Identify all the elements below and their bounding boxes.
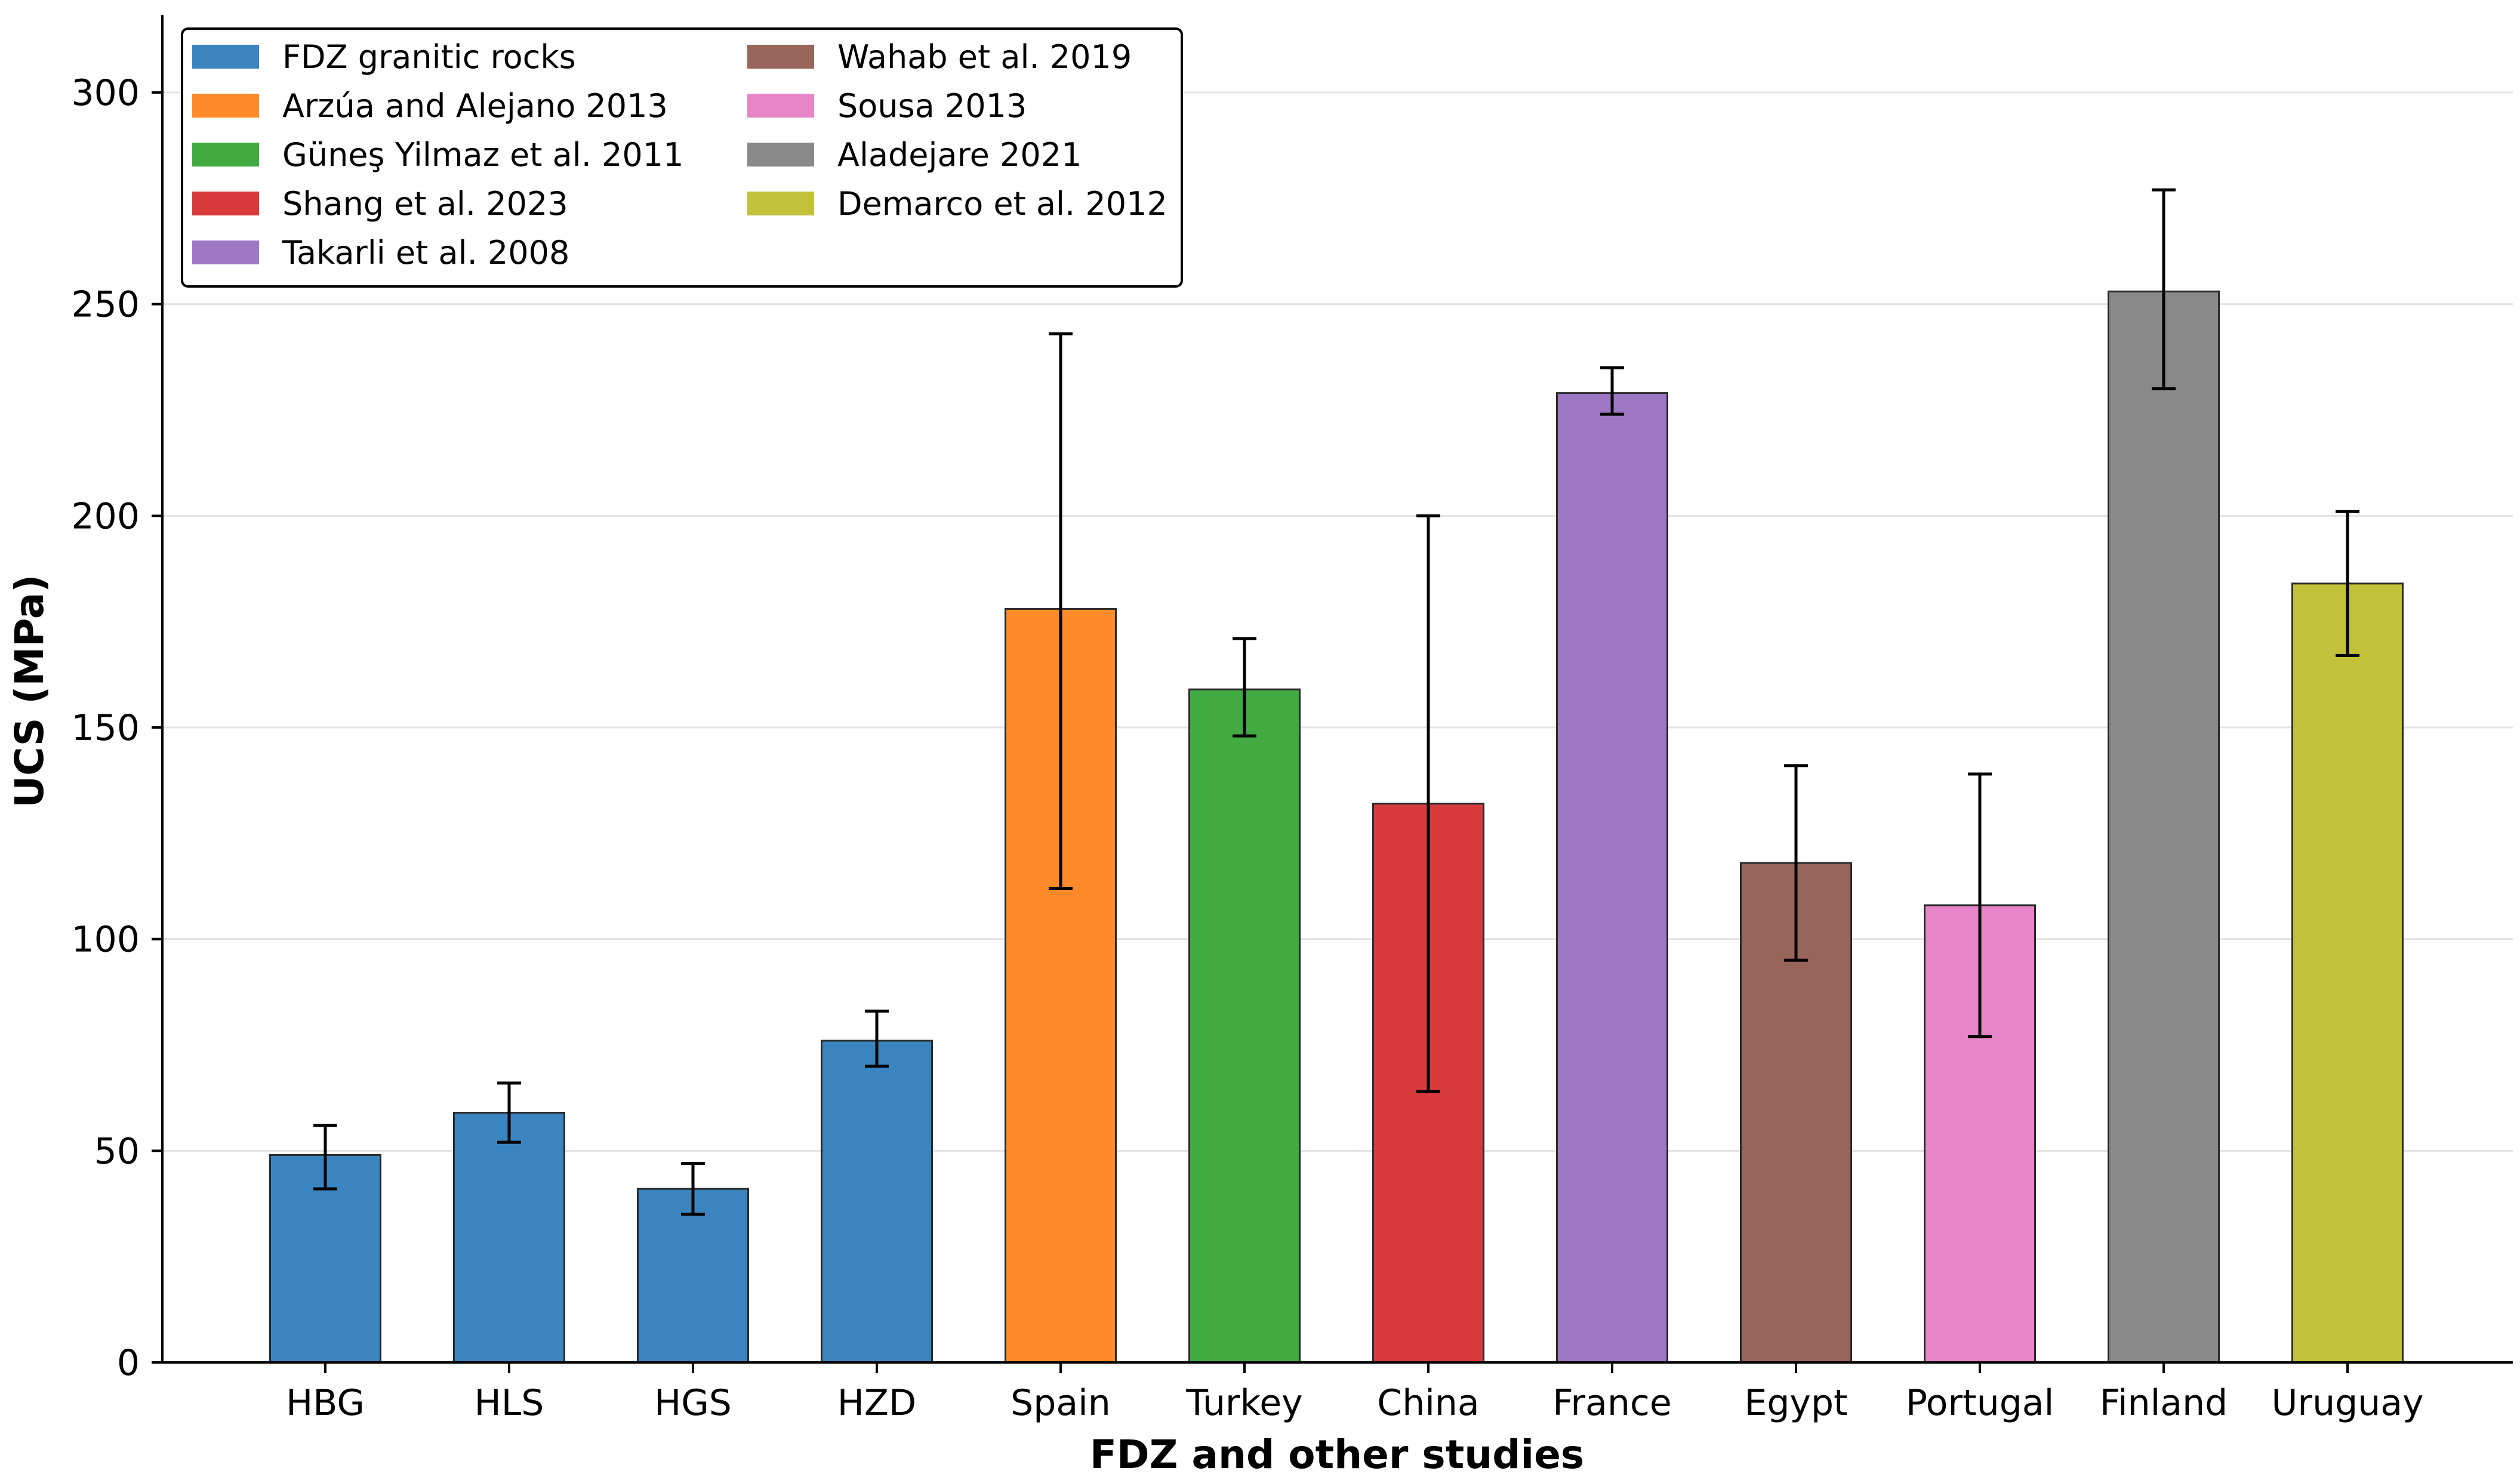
legend-swatch <box>192 45 259 69</box>
x-tick-label-hbg: HBG <box>286 1382 365 1424</box>
bar-uruguay <box>2291 582 2404 1364</box>
y-ticks: 0 50 100 150 200 250 300 <box>71 72 162 1384</box>
legend-label: Sousa 2013 <box>837 87 1027 125</box>
error-bars <box>313 188 2359 1216</box>
y-tick-label: 250 <box>71 284 140 326</box>
x-tick-label-france: France <box>1552 1382 1672 1424</box>
legend-frame <box>181 27 1183 288</box>
legend-swatch <box>747 143 814 166</box>
legend-label: Güneş Yilmaz et al. 2011 <box>282 136 684 174</box>
x-tick-label-uruguay: Uruguay <box>2272 1382 2424 1424</box>
bar-finland <box>2108 290 2220 1364</box>
legend-swatch <box>747 192 814 215</box>
bar-hls <box>453 1111 565 1364</box>
x-tick-label-spain: Spain <box>1011 1382 1111 1424</box>
y-tick-label: 300 <box>71 72 140 114</box>
x-tick-label-china: China <box>1377 1382 1479 1424</box>
legend-swatch <box>747 45 814 69</box>
x-tick-label-hgs: HGS <box>654 1382 732 1424</box>
x-axis-title: FDZ and other studies <box>1090 1432 1584 1478</box>
y-tick-label: 50 <box>94 1130 140 1172</box>
legend-label: Aladejare 2021 <box>837 136 1082 174</box>
bar-hzd <box>821 1040 933 1364</box>
y-axis-title: UCS (MPa) <box>7 575 53 808</box>
legend: FDZ granitic rocks Arzúa and Alejano 2013… <box>181 27 1183 288</box>
legend-swatch <box>192 192 259 215</box>
y-tick-label: 200 <box>71 495 140 537</box>
legend-swatch <box>747 94 814 118</box>
x-tick-label-egypt: Egypt <box>1744 1382 1847 1424</box>
x-tick-label-turkey: Turkey <box>1185 1382 1302 1424</box>
axes <box>161 15 2513 1364</box>
legend-swatch <box>192 94 259 118</box>
x-tick-label-portugal: Portugal <box>1906 1382 2054 1424</box>
bar-turkey <box>1188 688 1301 1364</box>
x-tick-label-hzd: HZD <box>837 1382 916 1424</box>
legend-label: Arzúa and Alejano 2013 <box>282 87 668 125</box>
legend-label: Takarli et al. 2008 <box>282 234 569 272</box>
legend-label: Demarco et al. 2012 <box>837 185 1167 223</box>
legend-swatch <box>192 143 259 166</box>
bars <box>269 290 2404 1364</box>
bar-france <box>1556 392 1668 1364</box>
bar-hgs <box>637 1188 749 1364</box>
y-tick-label: 150 <box>71 707 140 749</box>
legend-label: Wahab et al. 2019 <box>837 38 1132 76</box>
x-tick-label-hls: HLS <box>475 1382 544 1424</box>
y-tick-label: 0 <box>117 1342 140 1384</box>
legend-swatch <box>192 240 259 264</box>
legend-label: FDZ granitic rocks <box>282 38 576 76</box>
y-tick-label: 100 <box>71 919 140 961</box>
x-tick-label-finland: Finland <box>2100 1382 2228 1424</box>
legend-label: Shang et al. 2023 <box>282 185 568 223</box>
x-ticks: HBG HLS HGS HZD Spain Turkey China France Egypt P… <box>286 1362 2424 1424</box>
